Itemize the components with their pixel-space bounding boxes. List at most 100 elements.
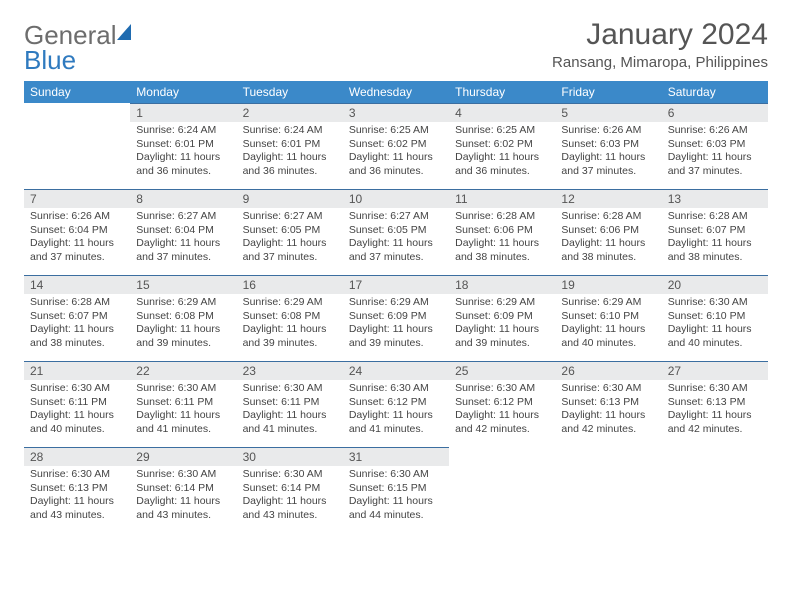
day-details: Sunrise: 6:30 AMSunset: 6:13 PMDaylight:… [555,380,661,443]
sunrise-line: Sunrise: 6:25 AM [455,124,549,138]
daylight-line: Daylight: 11 hours and 36 minutes. [243,151,337,178]
daylight-line: Daylight: 11 hours and 37 minutes. [349,237,443,264]
day-number: 23 [237,361,343,380]
sunset-line: Sunset: 6:02 PM [349,138,443,152]
day-details: Sunrise: 6:30 AMSunset: 6:15 PMDaylight:… [343,466,449,529]
weekday-header-row: SundayMondayTuesdayWednesdayThursdayFrid… [24,81,768,103]
calendar-day-cell: 30Sunrise: 6:30 AMSunset: 6:14 PMDayligh… [237,447,343,533]
sunset-line: Sunset: 6:11 PM [136,396,230,410]
day-number: 1 [130,103,236,122]
calendar-day-cell: 3Sunrise: 6:25 AMSunset: 6:02 PMDaylight… [343,103,449,189]
sunrise-line: Sunrise: 6:29 AM [243,296,337,310]
sunrise-line: Sunrise: 6:30 AM [349,382,443,396]
day-details: Sunrise: 6:26 AMSunset: 6:04 PMDaylight:… [24,208,130,271]
calendar-day-cell: 20 Sunrise: 6:30 AMSunset: 6:10 PMDayligh… [662,275,768,361]
weekday-header: Thursday [449,81,555,103]
calendar-day-cell: 19Sunrise: 6:29 AMSunset: 6:10 PMDayligh… [555,275,661,361]
sunset-line: Sunset: 6:01 PM [243,138,337,152]
weekday-header: Tuesday [237,81,343,103]
calendar-day-cell: 8Sunrise: 6:27 AMSunset: 6:04 PMDaylight… [130,189,236,275]
sunrise-line: Sunrise: 6:27 AM [136,210,230,224]
sunrise-line: Sunrise: 6:26 AM [668,124,762,138]
calendar-week-row: 28Sunrise: 6:30 AMSunset: 6:13 PMDayligh… [24,447,768,533]
calendar-day-cell: 10Sunrise: 6:27 AMSunset: 6:05 PMDayligh… [343,189,449,275]
page-title: January 2024 [552,18,768,52]
daylight-line: Daylight: 11 hours and 43 minutes. [30,495,124,522]
day-details: Sunrise: 6:30 AMSunset: 6:11 PMDaylight:… [130,380,236,443]
day-number: 22 [130,361,236,380]
day-number: 9 [237,189,343,208]
sunset-line: Sunset: 6:14 PM [136,482,230,496]
sunrise-line: Sunrise: 6:30 AM [668,296,762,310]
sunrise-line: Sunrise: 6:30 AM [136,468,230,482]
sunset-line: Sunset: 6:08 PM [136,310,230,324]
day-number: 15 [130,275,236,294]
calendar-week-row: 14Sunrise: 6:28 AMSunset: 6:07 PMDayligh… [24,275,768,361]
sunset-line: Sunset: 6:13 PM [668,396,762,410]
calendar-day-cell [24,103,130,189]
sunrise-line: Sunrise: 6:27 AM [349,210,443,224]
calendar-week-row: 1Sunrise: 6:24 AMSunset: 6:01 PMDaylight… [24,103,768,189]
day-details: Sunrise: 6:28 AMSunset: 6:07 PMDaylight:… [662,208,768,271]
daylight-line: Daylight: 11 hours and 40 minutes. [668,323,762,350]
day-details: Sunrise: 6:26 AMSunset: 6:03 PMDaylight:… [555,122,661,185]
sunset-line: Sunset: 6:11 PM [243,396,337,410]
calendar-body: 1Sunrise: 6:24 AMSunset: 6:01 PMDaylight… [24,103,768,533]
calendar-day-cell: 31Sunrise: 6:30 AMSunset: 6:15 PMDayligh… [343,447,449,533]
sunrise-line: Sunrise: 6:28 AM [668,210,762,224]
sunrise-line: Sunrise: 6:30 AM [455,382,549,396]
calendar-week-row: 7Sunrise: 6:26 AMSunset: 6:04 PMDaylight… [24,189,768,275]
day-details: Sunrise: 6:30 AMSunset: 6:12 PMDaylight:… [343,380,449,443]
day-number: 20 [662,275,768,294]
calendar-day-cell: 5Sunrise: 6:26 AMSunset: 6:03 PMDaylight… [555,103,661,189]
day-number: 13 [662,189,768,208]
sunset-line: Sunset: 6:04 PM [30,224,124,238]
day-details: Sunrise: 6:24 AMSunset: 6:01 PMDaylight:… [237,122,343,185]
daylight-line: Daylight: 11 hours and 37 minutes. [243,237,337,264]
day-details: Sunrise: 6:29 AMSunset: 6:08 PMDaylight:… [237,294,343,357]
calendar-day-cell: 6Sunrise: 6:26 AMSunset: 6:03 PMDaylight… [662,103,768,189]
day-number: 28 [24,447,130,466]
calendar-day-cell: 1Sunrise: 6:24 AMSunset: 6:01 PMDaylight… [130,103,236,189]
sunrise-line: Sunrise: 6:30 AM [136,382,230,396]
daylight-line: Daylight: 11 hours and 36 minutes. [349,151,443,178]
day-number: 21 [24,361,130,380]
daylight-line: Daylight: 11 hours and 39 minutes. [243,323,337,350]
calendar-day-cell: 4Sunrise: 6:25 AMSunset: 6:02 PMDaylight… [449,103,555,189]
day-details: Sunrise: 6:27 AMSunset: 6:04 PMDaylight:… [130,208,236,271]
calendar-day-cell: 18Sunrise: 6:29 AMSunset: 6:09 PMDayligh… [449,275,555,361]
daylight-line: Daylight: 11 hours and 41 minutes. [349,409,443,436]
day-number: 11 [449,189,555,208]
calendar-day-cell: 13Sunrise: 6:28 AMSunset: 6:07 PMDayligh… [662,189,768,275]
day-number: 7 [24,189,130,208]
sunset-line: Sunset: 6:14 PM [243,482,337,496]
day-number: 17 [343,275,449,294]
sunrise-line: Sunrise: 6:30 AM [561,382,655,396]
calendar-day-cell: 17Sunrise: 6:29 AMSunset: 6:09 PMDayligh… [343,275,449,361]
sunrise-line: Sunrise: 6:24 AM [243,124,337,138]
sunset-line: Sunset: 6:06 PM [455,224,549,238]
sunset-line: Sunset: 6:12 PM [349,396,443,410]
calendar-day-cell [662,447,768,533]
daylight-line: Daylight: 11 hours and 44 minutes. [349,495,443,522]
daylight-line: Daylight: 11 hours and 38 minutes. [455,237,549,264]
daylight-line: Daylight: 11 hours and 36 minutes. [136,151,230,178]
sunset-line: Sunset: 6:09 PM [455,310,549,324]
day-details: Sunrise: 6:26 AMSunset: 6:03 PMDaylight:… [662,122,768,185]
daylight-line: Daylight: 11 hours and 37 minutes. [136,237,230,264]
sunset-line: Sunset: 6:12 PM [455,396,549,410]
sunrise-line: Sunrise: 6:26 AM [30,210,124,224]
sunset-line: Sunset: 6:06 PM [561,224,655,238]
sunrise-line: Sunrise: 6:30 AM [30,382,124,396]
sunset-line: Sunset: 6:01 PM [136,138,230,152]
header: General Blue January 2024 Ransang, Mimar… [24,18,768,73]
sunrise-line: Sunrise: 6:30 AM [30,468,124,482]
calendar-day-cell [449,447,555,533]
day-details: Sunrise: 6:30 AMSunset: 6:13 PMDaylight:… [662,380,768,443]
daylight-line: Daylight: 11 hours and 41 minutes. [243,409,337,436]
daylight-line: Daylight: 11 hours and 37 minutes. [561,151,655,178]
weekday-header: Wednesday [343,81,449,103]
sunset-line: Sunset: 6:10 PM [668,310,762,324]
day-details: Sunrise: 6:24 AMSunset: 6:01 PMDaylight:… [130,122,236,185]
calendar-day-cell: 9Sunrise: 6:27 AMSunset: 6:05 PMDaylight… [237,189,343,275]
